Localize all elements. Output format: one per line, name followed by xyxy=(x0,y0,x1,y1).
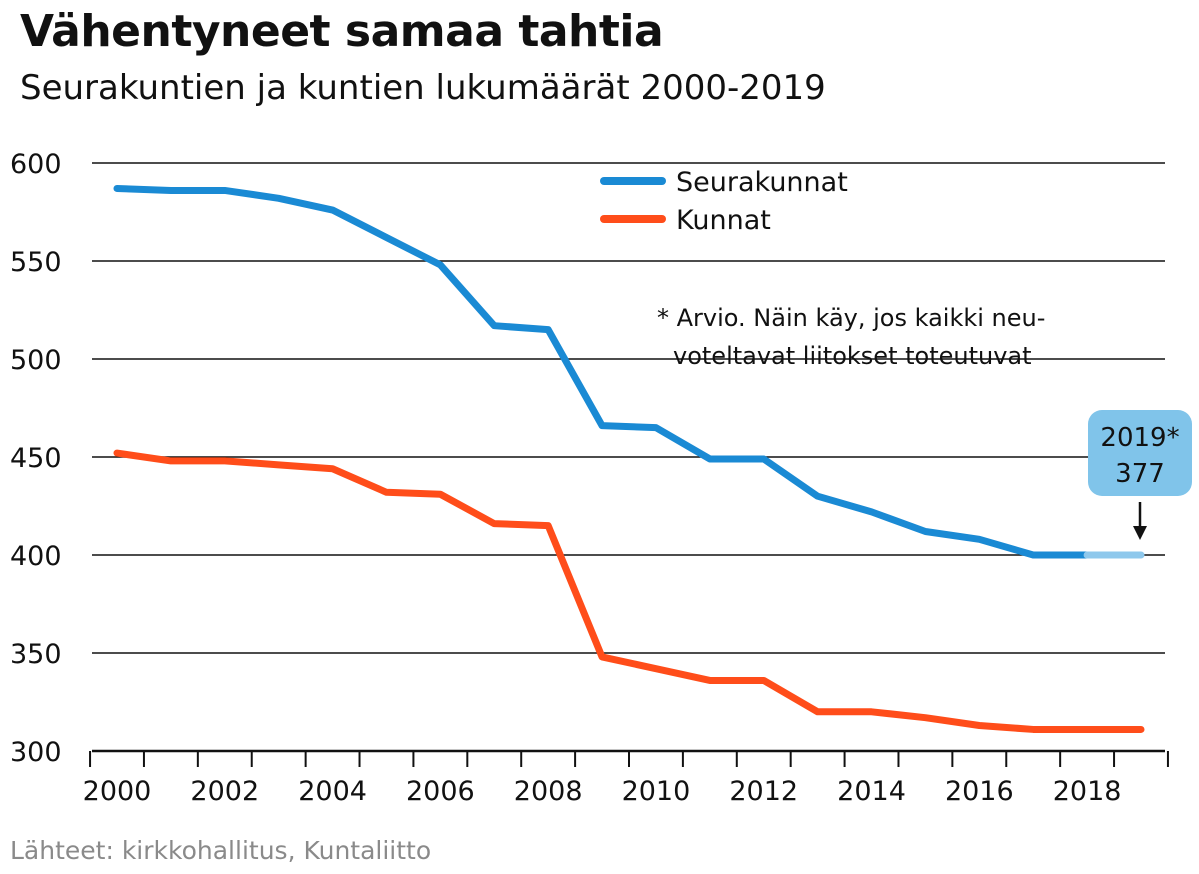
y-tick-label-500: 500 xyxy=(10,345,62,376)
x-tick-label-2004: 2004 xyxy=(298,776,367,807)
x-tick-label-2002: 2002 xyxy=(190,776,259,807)
note-line-1: * Arvio. Näin käy, jos kaikki neu- xyxy=(657,304,1045,332)
callout-value: 377 xyxy=(1115,459,1165,489)
y-tick-label-550: 550 xyxy=(10,247,62,278)
callout-2019: 2019* 377 xyxy=(1088,410,1192,540)
legend: Seurakunnat Kunnat xyxy=(600,167,848,236)
x-tick-label-2014: 2014 xyxy=(837,776,906,807)
x-tick-label-2012: 2012 xyxy=(729,776,798,807)
callout-arrow-head xyxy=(1133,526,1147,540)
x-tick-label-2018: 2018 xyxy=(1053,776,1122,807)
x-tick-label-2006: 2006 xyxy=(406,776,475,807)
x-tick-label-2000: 2000 xyxy=(83,776,152,807)
y-tick-label-400: 400 xyxy=(10,541,62,572)
callout-box xyxy=(1088,410,1192,496)
note-line-2: voteltavat liitokset toteutuvat xyxy=(673,342,1032,370)
y-axis-ticks: 300 350 400 450 500 550 600 xyxy=(10,149,62,768)
y-tick-label-600: 600 xyxy=(10,149,62,180)
source-note: Lähteet: kirkkohallitus, Kuntaliitto xyxy=(10,836,432,865)
series-line-seurakunnat xyxy=(113,184,1091,559)
series-lines xyxy=(113,184,1145,733)
chart-title: Vähentyneet samaa tahtia xyxy=(20,6,664,57)
y-tick-label-350: 350 xyxy=(10,639,62,670)
x-tick-label-2008: 2008 xyxy=(514,776,583,807)
x-axis: 2000 2002 2004 2006 2008 2010 2012 2014 2016 2018 xyxy=(83,749,1169,807)
gridlines xyxy=(92,162,1165,654)
estimate-note: * Arvio. Näin käy, jos kaikki neu- votel… xyxy=(657,304,1045,370)
legend-label-seurakunnat: Seurakunnat xyxy=(676,167,848,198)
chart-subtitle: Seurakuntien ja kuntien lukumäärät 2000-… xyxy=(20,68,826,108)
legend-label-kunnat: Kunnat xyxy=(676,205,771,236)
x-tick-label-2016: 2016 xyxy=(945,776,1014,807)
y-tick-label-450: 450 xyxy=(10,443,62,474)
y-tick-label-300: 300 xyxy=(10,737,62,768)
callout-year: 2019* xyxy=(1100,423,1179,453)
series-line-kunnat xyxy=(113,449,1145,733)
x-tick-label-2010: 2010 xyxy=(622,776,691,807)
